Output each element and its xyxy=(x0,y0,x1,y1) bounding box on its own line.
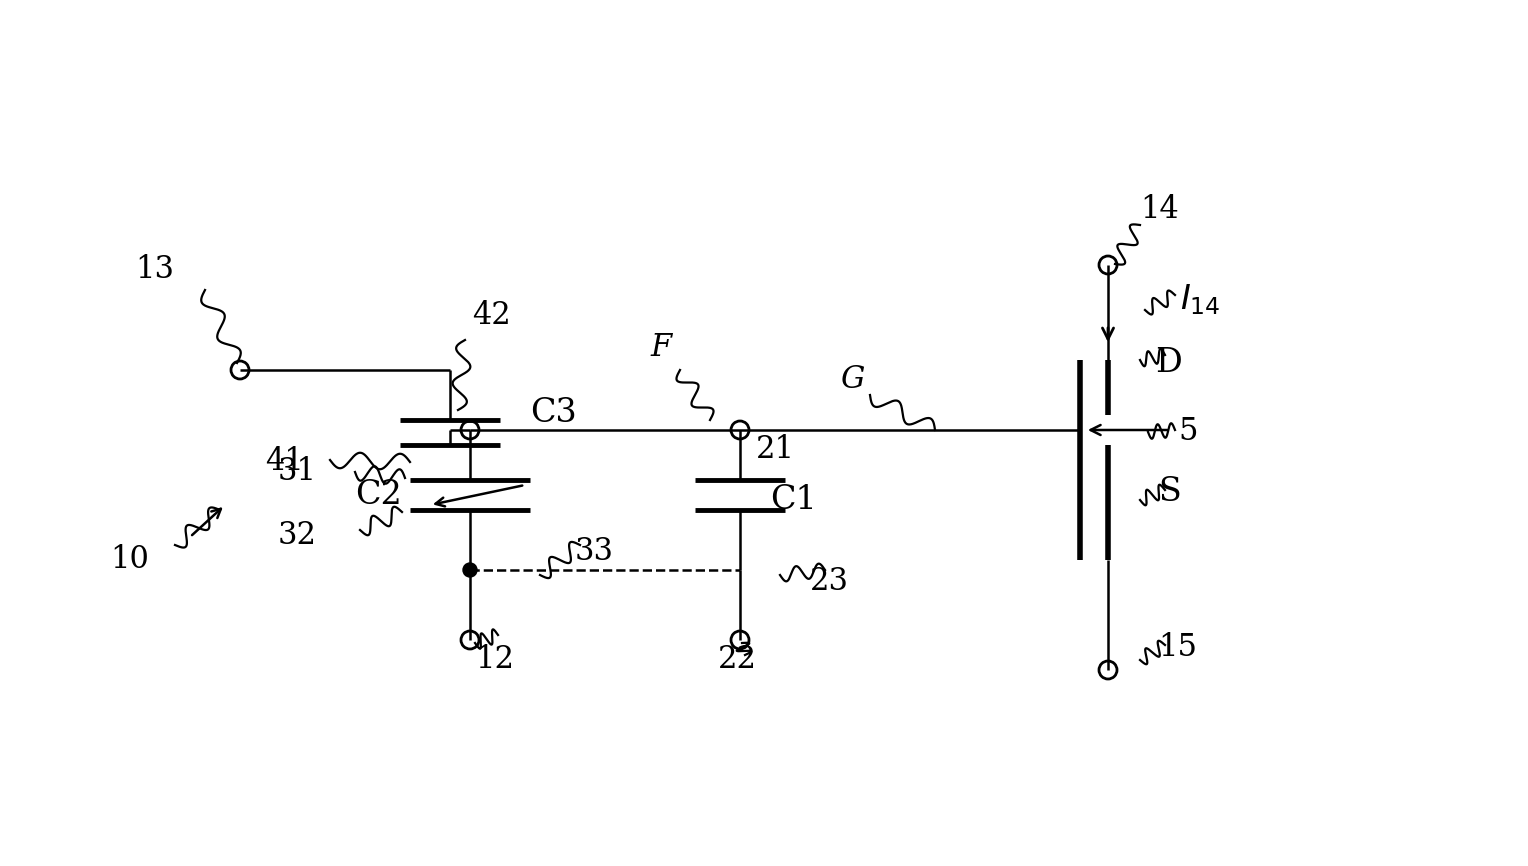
Text: $I_{14}$: $I_{14}$ xyxy=(1180,282,1221,317)
Text: 42: 42 xyxy=(472,300,510,331)
Text: 15: 15 xyxy=(1158,632,1196,663)
Text: 32: 32 xyxy=(278,520,316,551)
Circle shape xyxy=(463,563,477,577)
Text: 5: 5 xyxy=(1178,417,1198,448)
Text: F: F xyxy=(649,333,671,364)
Text: 13: 13 xyxy=(134,255,174,286)
Text: C1: C1 xyxy=(770,484,817,516)
Text: 33: 33 xyxy=(575,537,614,567)
Text: 12: 12 xyxy=(475,644,513,675)
Text: 22: 22 xyxy=(718,644,756,675)
Text: S: S xyxy=(1158,476,1181,508)
Text: 41: 41 xyxy=(264,447,304,477)
Text: C3: C3 xyxy=(530,397,576,429)
Text: G: G xyxy=(840,365,865,396)
Text: 23: 23 xyxy=(810,566,850,598)
Text: D: D xyxy=(1155,347,1181,379)
Text: C2: C2 xyxy=(354,479,402,511)
Text: 21: 21 xyxy=(756,435,795,466)
Text: 31: 31 xyxy=(278,456,316,488)
Text: 14: 14 xyxy=(1140,195,1178,225)
Text: 10: 10 xyxy=(110,545,148,576)
